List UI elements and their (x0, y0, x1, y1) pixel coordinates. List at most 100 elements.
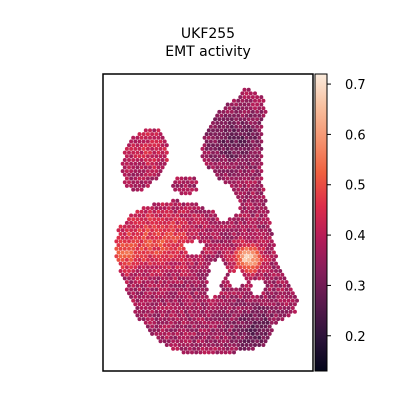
spot (160, 306, 165, 310)
spot (141, 265, 146, 270)
spot (187, 257, 192, 262)
spot (200, 309, 205, 314)
spot (248, 202, 253, 207)
spot (219, 224, 224, 229)
spot (145, 257, 150, 262)
spot (133, 161, 138, 166)
spot (131, 239, 136, 244)
spot (171, 339, 176, 344)
spot (200, 302, 205, 307)
spot (158, 250, 163, 255)
spot (244, 209, 249, 214)
spot (253, 106, 257, 111)
spot (242, 235, 247, 240)
spot (215, 246, 220, 251)
spot (141, 228, 146, 233)
spot (259, 220, 264, 225)
spot (150, 331, 155, 336)
spot (150, 213, 155, 218)
spot (217, 235, 222, 240)
spot (240, 269, 245, 273)
spot (248, 254, 253, 259)
spot (156, 254, 161, 259)
spot (255, 146, 260, 151)
spot (248, 283, 253, 288)
spot (148, 246, 152, 251)
spot (238, 117, 243, 122)
spot (192, 265, 197, 270)
spot (236, 158, 241, 162)
spot (244, 269, 249, 273)
spot (229, 324, 234, 329)
spot (211, 217, 215, 222)
spot (177, 298, 182, 303)
spot (259, 109, 264, 114)
spot (158, 220, 163, 225)
spot (181, 276, 186, 281)
spot (248, 269, 253, 273)
spot (183, 346, 188, 351)
spot (135, 143, 140, 148)
spot (183, 228, 188, 233)
spot (234, 139, 239, 144)
spot (242, 213, 247, 218)
spot (202, 261, 207, 266)
spot (145, 154, 150, 159)
spot (246, 339, 251, 344)
spot (158, 331, 163, 336)
spot (236, 261, 241, 266)
spot (166, 250, 171, 255)
spot (257, 209, 262, 214)
spot (253, 343, 257, 347)
spot (240, 91, 245, 96)
spot (229, 220, 234, 225)
spot (160, 313, 165, 318)
spot (173, 269, 178, 273)
spot (276, 317, 281, 322)
spot (152, 269, 157, 273)
spot (141, 146, 146, 151)
spot (255, 117, 260, 122)
spot (135, 165, 140, 170)
spot (221, 339, 226, 344)
spot (181, 224, 186, 229)
spot (263, 272, 268, 277)
spot (242, 183, 247, 188)
spot (261, 254, 266, 259)
spot (250, 294, 255, 299)
spot (217, 294, 222, 299)
spot (227, 306, 232, 310)
spot (242, 287, 247, 292)
spot (229, 331, 234, 336)
spot (232, 135, 236, 140)
spot (202, 291, 207, 296)
spot (171, 302, 176, 307)
spot (202, 135, 207, 140)
spot (177, 283, 182, 288)
spot (131, 276, 136, 281)
spot (255, 213, 260, 218)
spot (152, 261, 157, 266)
spot (263, 331, 268, 336)
spot (196, 309, 201, 314)
spot (250, 154, 255, 159)
spot (175, 213, 180, 218)
spot (135, 298, 140, 303)
spot (181, 328, 186, 333)
spot (148, 180, 152, 185)
spot (227, 232, 232, 236)
spot (145, 146, 150, 151)
spot (194, 350, 199, 355)
spot (187, 346, 192, 351)
spot (152, 217, 157, 222)
spot (257, 246, 262, 251)
spot (169, 209, 173, 214)
spot (265, 335, 270, 340)
spot (196, 220, 201, 225)
spot (200, 235, 205, 240)
spot (135, 180, 140, 185)
spot (238, 228, 243, 233)
spot (148, 165, 152, 170)
spot (177, 269, 182, 273)
spot (171, 257, 176, 262)
